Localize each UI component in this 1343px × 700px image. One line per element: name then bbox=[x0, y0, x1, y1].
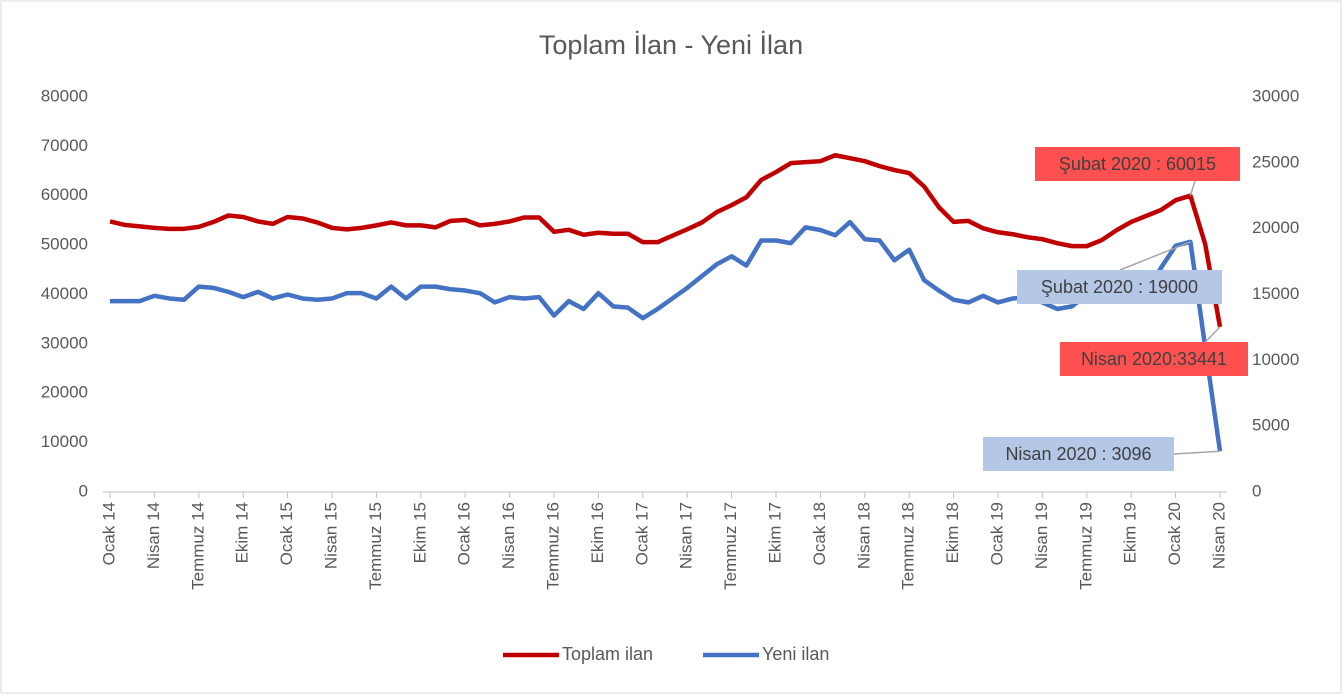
y-tick-label: 80000 bbox=[41, 86, 88, 105]
x-tick-label: Nisan 15 bbox=[321, 502, 340, 569]
annotation-box bbox=[1017, 270, 1222, 304]
y-tick-label: 30000 bbox=[41, 333, 88, 352]
y2-tick-label: 15000 bbox=[1252, 284, 1299, 303]
legend-label: Toplam ilan bbox=[562, 644, 653, 664]
x-tick-label: Ocak 20 bbox=[1165, 502, 1184, 565]
y-tick-label: 0 bbox=[79, 481, 88, 500]
x-tick-label: Ekim 15 bbox=[410, 502, 429, 563]
x-tick-label: Ocak 16 bbox=[455, 502, 474, 565]
annotation-box bbox=[1060, 342, 1248, 376]
x-tick-label: Ekim 17 bbox=[765, 502, 784, 563]
x-tick-label: Temmuz 19 bbox=[1076, 502, 1095, 590]
x-tick-label: Nisan 18 bbox=[854, 502, 873, 569]
annotation-leader bbox=[1173, 450, 1221, 455]
x-tick-label: Nisan 14 bbox=[144, 502, 163, 569]
y2-tick-label: 5000 bbox=[1252, 416, 1290, 435]
y-tick-label: 40000 bbox=[41, 284, 88, 303]
annotation-label: Şubat 2020 : 60015 bbox=[1059, 154, 1216, 174]
x-tick-label: Temmuz 14 bbox=[188, 502, 207, 590]
x-tick-label: Temmuz 15 bbox=[366, 502, 385, 590]
y-tick-label: 50000 bbox=[41, 235, 88, 254]
y2-tick-label: 20000 bbox=[1252, 218, 1299, 237]
x-tick-label: Ekim 16 bbox=[588, 502, 607, 563]
y-tick-label: 20000 bbox=[41, 383, 88, 402]
y-tick-label: 70000 bbox=[41, 136, 88, 155]
x-tick-label: Ekim 19 bbox=[1121, 502, 1140, 563]
y2-tick-label: 25000 bbox=[1252, 152, 1299, 171]
x-tick-label: Ocak 15 bbox=[277, 502, 296, 565]
chart-title: Toplam İlan - Yeni İlan bbox=[539, 29, 803, 60]
annotation-label: Şubat 2020 : 19000 bbox=[1041, 277, 1198, 297]
x-tick-label: Temmuz 18 bbox=[899, 502, 918, 590]
annotation-box bbox=[1035, 147, 1240, 181]
y2-tick-label: 10000 bbox=[1252, 350, 1299, 369]
y-tick-label: 60000 bbox=[41, 185, 88, 204]
annotation-leader bbox=[1119, 241, 1191, 271]
annotation-label: Nisan 2020:33441 bbox=[1081, 349, 1227, 369]
y2-tick-label: 0 bbox=[1252, 481, 1261, 500]
x-tick-label: Temmuz 16 bbox=[543, 502, 562, 590]
annotation-box bbox=[983, 437, 1174, 471]
y2-tick-label: 30000 bbox=[1252, 86, 1299, 105]
x-tick-label: Ocak 14 bbox=[99, 502, 118, 565]
x-tick-label: Nisan 16 bbox=[499, 502, 518, 569]
x-tick-label: Temmuz 17 bbox=[721, 502, 740, 590]
x-tick-label: Ekim 18 bbox=[943, 502, 962, 563]
x-tick-label: Ocak 17 bbox=[632, 502, 651, 565]
x-tick-label: Ocak 18 bbox=[810, 502, 829, 565]
x-tick-label: Ekim 14 bbox=[233, 502, 252, 563]
legend-label: Yeni ilan bbox=[762, 644, 829, 664]
y-tick-label: 10000 bbox=[41, 432, 88, 451]
x-tick-label: Nisan 20 bbox=[1209, 502, 1228, 569]
x-tick-label: Ocak 19 bbox=[987, 502, 1006, 565]
annotation-label: Nisan 2020 : 3096 bbox=[1005, 444, 1151, 464]
x-tick-label: Nisan 19 bbox=[1032, 502, 1051, 569]
x-tick-label: Nisan 17 bbox=[677, 502, 696, 569]
annotation-leader bbox=[1189, 180, 1196, 196]
series-line bbox=[109, 153, 1223, 328]
